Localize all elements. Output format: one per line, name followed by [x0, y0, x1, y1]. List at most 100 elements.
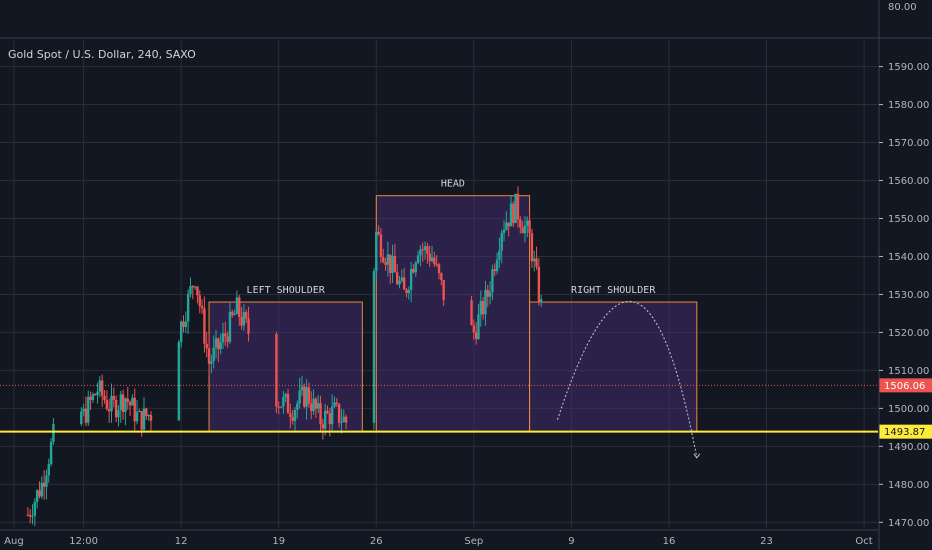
- candle-body: [182, 321, 185, 327]
- grid: [0, 37, 932, 528]
- candle-body: [523, 225, 527, 234]
- candle-body: [210, 361, 213, 364]
- candle-body: [319, 403, 322, 425]
- candle-body: [419, 249, 422, 256]
- x-tick-label: 23: [760, 536, 773, 547]
- candle-body: [470, 300, 473, 326]
- candle-body: [105, 400, 109, 410]
- candle-body: [35, 490, 39, 502]
- y-tick-label: 1480.00: [888, 480, 929, 491]
- candle-body: [186, 293, 190, 322]
- candle-body: [472, 325, 476, 333]
- candle-body: [138, 410, 141, 412]
- candle-body: [405, 289, 408, 293]
- y-tick-label: 1570.00: [888, 138, 929, 149]
- zone-label: LEFT SHOULDER: [247, 285, 326, 296]
- chart-title: Gold Spot / U.S. Dollar, 240, SAXO: [8, 48, 196, 61]
- y-tick-label: 1540.00: [888, 252, 929, 263]
- candle-body: [293, 409, 297, 421]
- candle-body: [407, 289, 411, 293]
- candle-body: [393, 255, 397, 273]
- candle-body: [235, 297, 239, 314]
- candle-body: [89, 396, 92, 400]
- y-tick-label: 1510.00: [888, 366, 929, 377]
- candle-body: [140, 410, 143, 430]
- candle-body: [82, 408, 85, 412]
- candle-body: [135, 411, 139, 422]
- candle-body: [435, 264, 438, 266]
- candle-body: [479, 301, 483, 315]
- candle-body: [340, 421, 343, 423]
- candle-body: [277, 406, 280, 408]
- candle-body: [382, 257, 385, 263]
- candle-body: [205, 343, 208, 349]
- candle-body: [491, 269, 494, 292]
- candle-body: [395, 272, 399, 285]
- candle-body: [219, 342, 222, 350]
- candle-body: [493, 269, 496, 272]
- candle-body: [437, 264, 441, 274]
- candle-body: [240, 317, 243, 326]
- candle-body: [103, 395, 106, 401]
- candle-body: [191, 286, 194, 288]
- y-tick-label: 1580.00: [888, 100, 929, 111]
- candle-body: [400, 277, 404, 281]
- candle-body: [310, 403, 313, 412]
- candle-body: [198, 295, 201, 307]
- x-tick-label: Sep: [464, 536, 483, 547]
- candle-body: [384, 262, 387, 265]
- candle-body: [38, 490, 41, 497]
- y-tick-label: 1470.00: [888, 518, 929, 529]
- candle-body: [305, 387, 308, 407]
- candle-body: [189, 286, 192, 294]
- candle-body: [47, 464, 50, 476]
- candle-body: [321, 424, 325, 429]
- candle-body: [514, 193, 517, 224]
- y-tick-label: 1590.00: [888, 62, 929, 73]
- candle-body: [507, 222, 510, 227]
- candle-body: [231, 311, 234, 316]
- candle-body: [344, 416, 348, 423]
- pattern-zone: [208, 301, 363, 433]
- candle-body: [314, 398, 318, 409]
- candle-body: [312, 398, 315, 412]
- candle-body: [228, 311, 232, 342]
- candle-body: [133, 397, 136, 422]
- y-tick-label: 1530.00: [888, 290, 929, 301]
- candle-body: [247, 318, 250, 334]
- candle-body: [412, 268, 415, 273]
- pattern-zone: [529, 301, 698, 433]
- current-price-tag: [879, 378, 932, 393]
- candle-body: [317, 403, 320, 409]
- candle-body: [505, 222, 508, 230]
- candle-body: [284, 393, 287, 397]
- candle-body: [279, 406, 283, 408]
- x-tick-label: 26: [370, 536, 383, 547]
- candle-body: [537, 266, 541, 302]
- candle-body: [224, 333, 227, 337]
- candle-body: [121, 394, 125, 412]
- candle-body: [107, 409, 111, 412]
- candle-body: [179, 321, 183, 343]
- candle-body: [91, 394, 95, 400]
- candle-body: [337, 403, 341, 423]
- candle-body: [291, 417, 294, 421]
- candle-body: [238, 297, 241, 318]
- candle-body: [330, 406, 334, 425]
- candle-body: [193, 286, 197, 288]
- candle-body: [245, 312, 248, 319]
- y-tick-label: 1550.00: [888, 214, 929, 225]
- candle-body: [535, 258, 538, 267]
- candle-body: [114, 399, 118, 418]
- candle-body: [275, 333, 278, 407]
- candle-body: [386, 254, 390, 265]
- candle-body: [528, 220, 531, 234]
- x-tick-label: Aug: [4, 536, 24, 547]
- candle-body: [200, 306, 204, 309]
- zone-label: HEAD: [441, 179, 465, 190]
- candle-body: [342, 416, 345, 422]
- candle-body: [335, 402, 338, 404]
- candle-body: [416, 255, 420, 263]
- candle-body: [84, 408, 88, 423]
